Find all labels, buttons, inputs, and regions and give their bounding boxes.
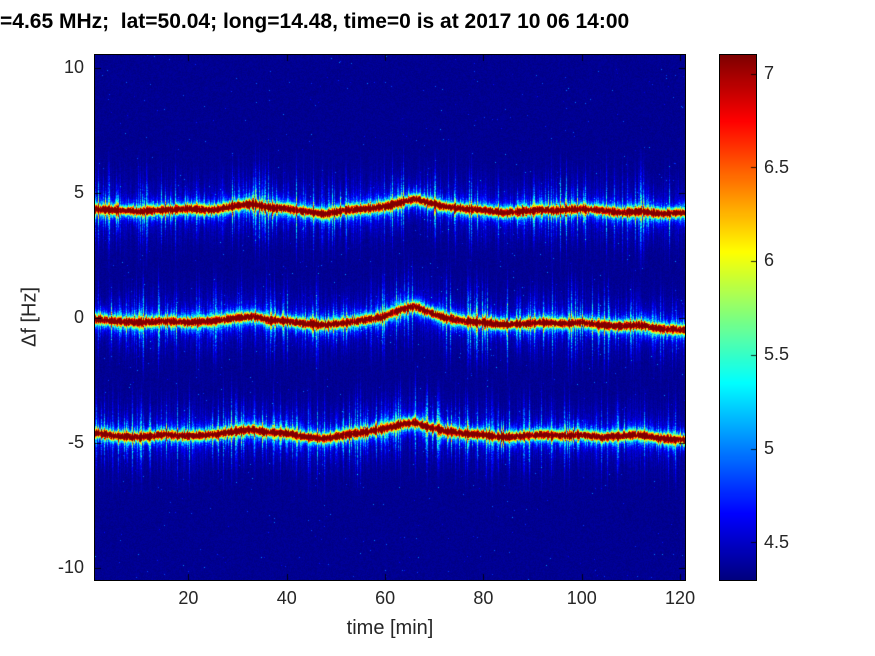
colorbar-tick-label: 5 [764,437,775,458]
y-tick-label: 5 [73,181,84,202]
colorbar-tick-label: 4.5 [764,531,790,552]
x-tick-label: 60 [375,588,396,608]
y-tick-label: -5 [67,431,84,452]
x-tick-label: 40 [276,588,297,608]
x-axis-label: time [min] [346,617,434,639]
spectrogram-heatmap [94,54,686,581]
x-tick-label: 120 [665,588,696,608]
y-tick-label: 10 [63,56,84,77]
colorbar-tick-label: 7 [764,62,775,83]
colorbar-tick-label: 5.5 [764,344,790,364]
y-tick-label: -10 [57,556,84,577]
chart-title: =4.65 MHz; lat=50.04; long=14.48, time=0… [0,10,630,33]
x-tick-label: 100 [566,588,597,608]
x-tick-label: 80 [473,588,494,608]
x-tick-label: 20 [178,588,199,608]
colorbar-tick-label: 6.5 [764,156,790,177]
colorbar-gradient [719,54,757,581]
colorbar-tick-label: 6 [764,250,775,271]
y-tick-label: 0 [73,306,84,327]
